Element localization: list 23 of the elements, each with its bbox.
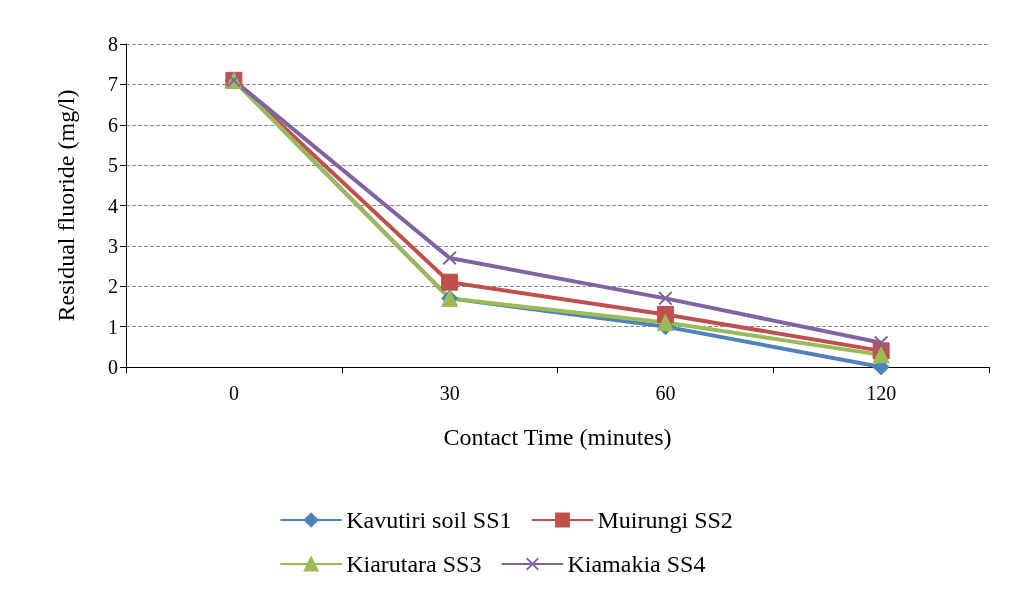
x-tick-label: 120 <box>866 382 897 404</box>
y-tick-label: 0 <box>108 356 118 378</box>
y-tick-label: 1 <box>108 315 118 338</box>
x-tick-label: 0 <box>228 382 239 404</box>
legend-label: Kiarutara SS3 <box>346 551 482 577</box>
point <box>874 335 889 350</box>
y-tick-label: 3 <box>108 234 118 257</box>
x-tick-label: 60 <box>655 382 676 404</box>
y-axis-title: Residual fluoride (mg/l) <box>53 89 79 322</box>
x-tick-label: 30 <box>439 382 460 404</box>
point <box>442 250 457 265</box>
point <box>441 273 459 291</box>
x-axis-title: Contact Time (minutes) <box>443 424 672 450</box>
y-tick-label: 8 <box>108 33 118 55</box>
y-tick-label: 2 <box>108 275 118 298</box>
legend-label: Muirungi SS2 <box>597 507 733 533</box>
y-tick-label: 7 <box>108 73 118 96</box>
legend-label: Kavutiri soil SS1 <box>346 507 512 533</box>
y-tick-label: 4 <box>108 194 118 217</box>
point <box>658 291 673 306</box>
y-tick-label: 5 <box>108 154 118 177</box>
y-tick-label: 6 <box>108 113 118 136</box>
legend-label: Kiamakia SS4 <box>567 551 706 577</box>
